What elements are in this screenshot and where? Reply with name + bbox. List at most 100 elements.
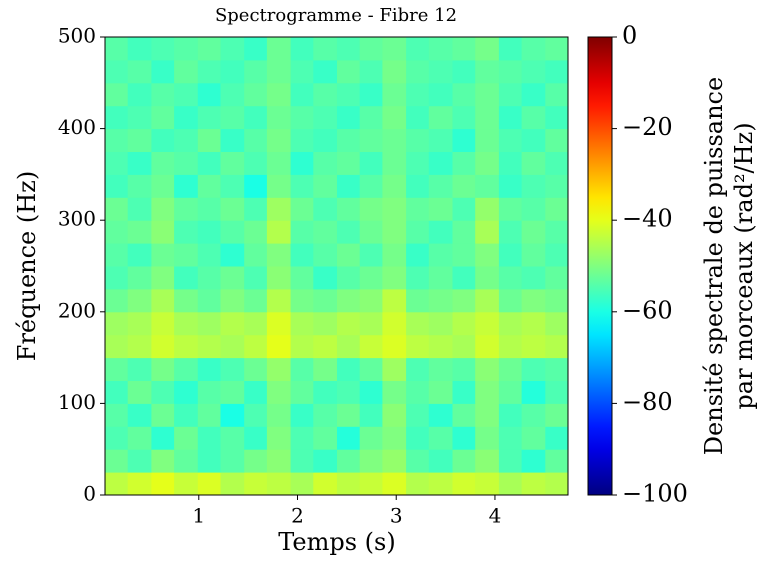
heatmap-cell: [382, 334, 407, 359]
heatmap-cell: [127, 174, 152, 198]
heatmap-cell: [127, 288, 152, 313]
heatmap-cell: [290, 105, 314, 130]
heatmap-cell: [266, 334, 292, 359]
heatmap-cell: [521, 197, 546, 221]
heatmap-cell: [151, 357, 175, 381]
heatmap-cell: [127, 449, 152, 473]
heatmap-cell: [174, 220, 199, 244]
chart-title: Spectrogramme - Fibre 12: [215, 5, 457, 26]
heatmap-cell: [290, 82, 314, 107]
heatmap-cell: [382, 426, 407, 450]
heatmap-cell: [290, 220, 314, 244]
heatmap-cell: [545, 105, 569, 130]
heatmap-cell: [359, 288, 383, 313]
heatmap-cell: [475, 220, 500, 244]
heatmap-cell: [336, 426, 361, 450]
heatmap-cell: [406, 151, 430, 175]
heatmap-cell: [428, 37, 453, 61]
heatmap-cell: [313, 59, 338, 84]
heatmap-cell: [545, 197, 569, 221]
heatmap-cell: [220, 426, 245, 450]
heatmap-cell: [382, 311, 407, 336]
heatmap-cell: [498, 426, 523, 450]
heatmap-cell: [452, 82, 476, 107]
heatmap-cell: [244, 449, 268, 473]
heatmap-cell: [127, 472, 152, 496]
heatmap-cell: [105, 472, 129, 496]
heatmap-cell: [498, 357, 523, 381]
heatmap-cell: [151, 266, 175, 290]
heatmap-cell: [359, 334, 383, 359]
heatmap-cell: [220, 243, 245, 267]
heatmap-cell: [428, 59, 453, 84]
heatmap-cell: [359, 220, 383, 244]
heatmap-cell: [428, 174, 453, 198]
heatmap-cell: [406, 82, 430, 107]
heatmap-cell: [498, 197, 523, 221]
heatmap-cell: [220, 403, 245, 427]
heatmap-cell: [244, 357, 268, 381]
heatmap-cell: [452, 403, 476, 427]
heatmap-cell: [313, 37, 338, 61]
heatmap-cell: [521, 426, 546, 450]
heatmap-cell: [545, 220, 569, 244]
heatmap-cell: [105, 403, 129, 427]
heatmap-cell: [266, 151, 292, 175]
heatmap-cell: [452, 472, 476, 496]
heatmap-cell: [244, 472, 268, 496]
heatmap-cell: [105, 288, 129, 313]
heatmap-cell: [266, 357, 292, 381]
heatmap-cell: [174, 243, 199, 267]
heatmap-cell: [545, 403, 569, 427]
heatmap-cell: [428, 380, 453, 404]
heatmap-cell: [359, 311, 383, 336]
heatmap-cell: [428, 220, 453, 244]
heatmap-cell: [498, 220, 523, 244]
heatmap-cell: [406, 105, 430, 130]
colorbar-tick-label: −20: [622, 113, 673, 141]
heatmap-cell: [359, 426, 383, 450]
heatmap-cell: [220, 266, 245, 290]
heatmap-cell: [475, 243, 500, 267]
heatmap-cell: [406, 197, 430, 221]
heatmap-cell: [197, 380, 222, 404]
heatmap-cell: [545, 311, 569, 336]
heatmap-cell: [545, 266, 569, 290]
heatmap-cell: [220, 311, 245, 336]
heatmap-cell: [313, 243, 338, 267]
heatmap-cell: [313, 426, 338, 450]
heatmap-cell: [266, 174, 292, 198]
heatmap-cell: [313, 334, 338, 359]
heatmap-cell: [127, 334, 152, 359]
heatmap-cell: [521, 472, 546, 496]
heatmap-cell: [336, 266, 361, 290]
heatmap-cell: [266, 288, 292, 313]
heatmap-cell: [498, 266, 523, 290]
heatmap-cell: [475, 357, 500, 381]
heatmap-cell: [290, 266, 314, 290]
heatmap-cell: [521, 82, 546, 107]
x-tick-label: 1: [192, 504, 205, 528]
heatmap-cell: [545, 357, 569, 381]
heatmap-cell: [475, 311, 500, 336]
heatmap-cell: [475, 449, 500, 473]
colorbar-tick-label: −40: [622, 205, 673, 233]
heatmap-cell: [244, 243, 268, 267]
heatmap-cell: [428, 197, 453, 221]
heatmap-cell: [151, 449, 175, 473]
y-tick-label: 0: [83, 482, 96, 506]
heatmap-cell: [313, 220, 338, 244]
heatmap-cell: [359, 449, 383, 473]
heatmap-cell: [105, 105, 129, 130]
heatmap-cell: [151, 128, 175, 152]
heatmap-cell: [382, 174, 407, 198]
heatmap-cell: [336, 334, 361, 359]
heatmap-cell: [428, 472, 453, 496]
heatmap-cell: [406, 380, 430, 404]
heatmap-cell: [545, 174, 569, 198]
heatmap-cell: [452, 37, 476, 61]
heatmap-cell: [244, 105, 268, 130]
heatmap-cell: [105, 449, 129, 473]
heatmap-cell: [359, 266, 383, 290]
heatmap-cell: [290, 197, 314, 221]
